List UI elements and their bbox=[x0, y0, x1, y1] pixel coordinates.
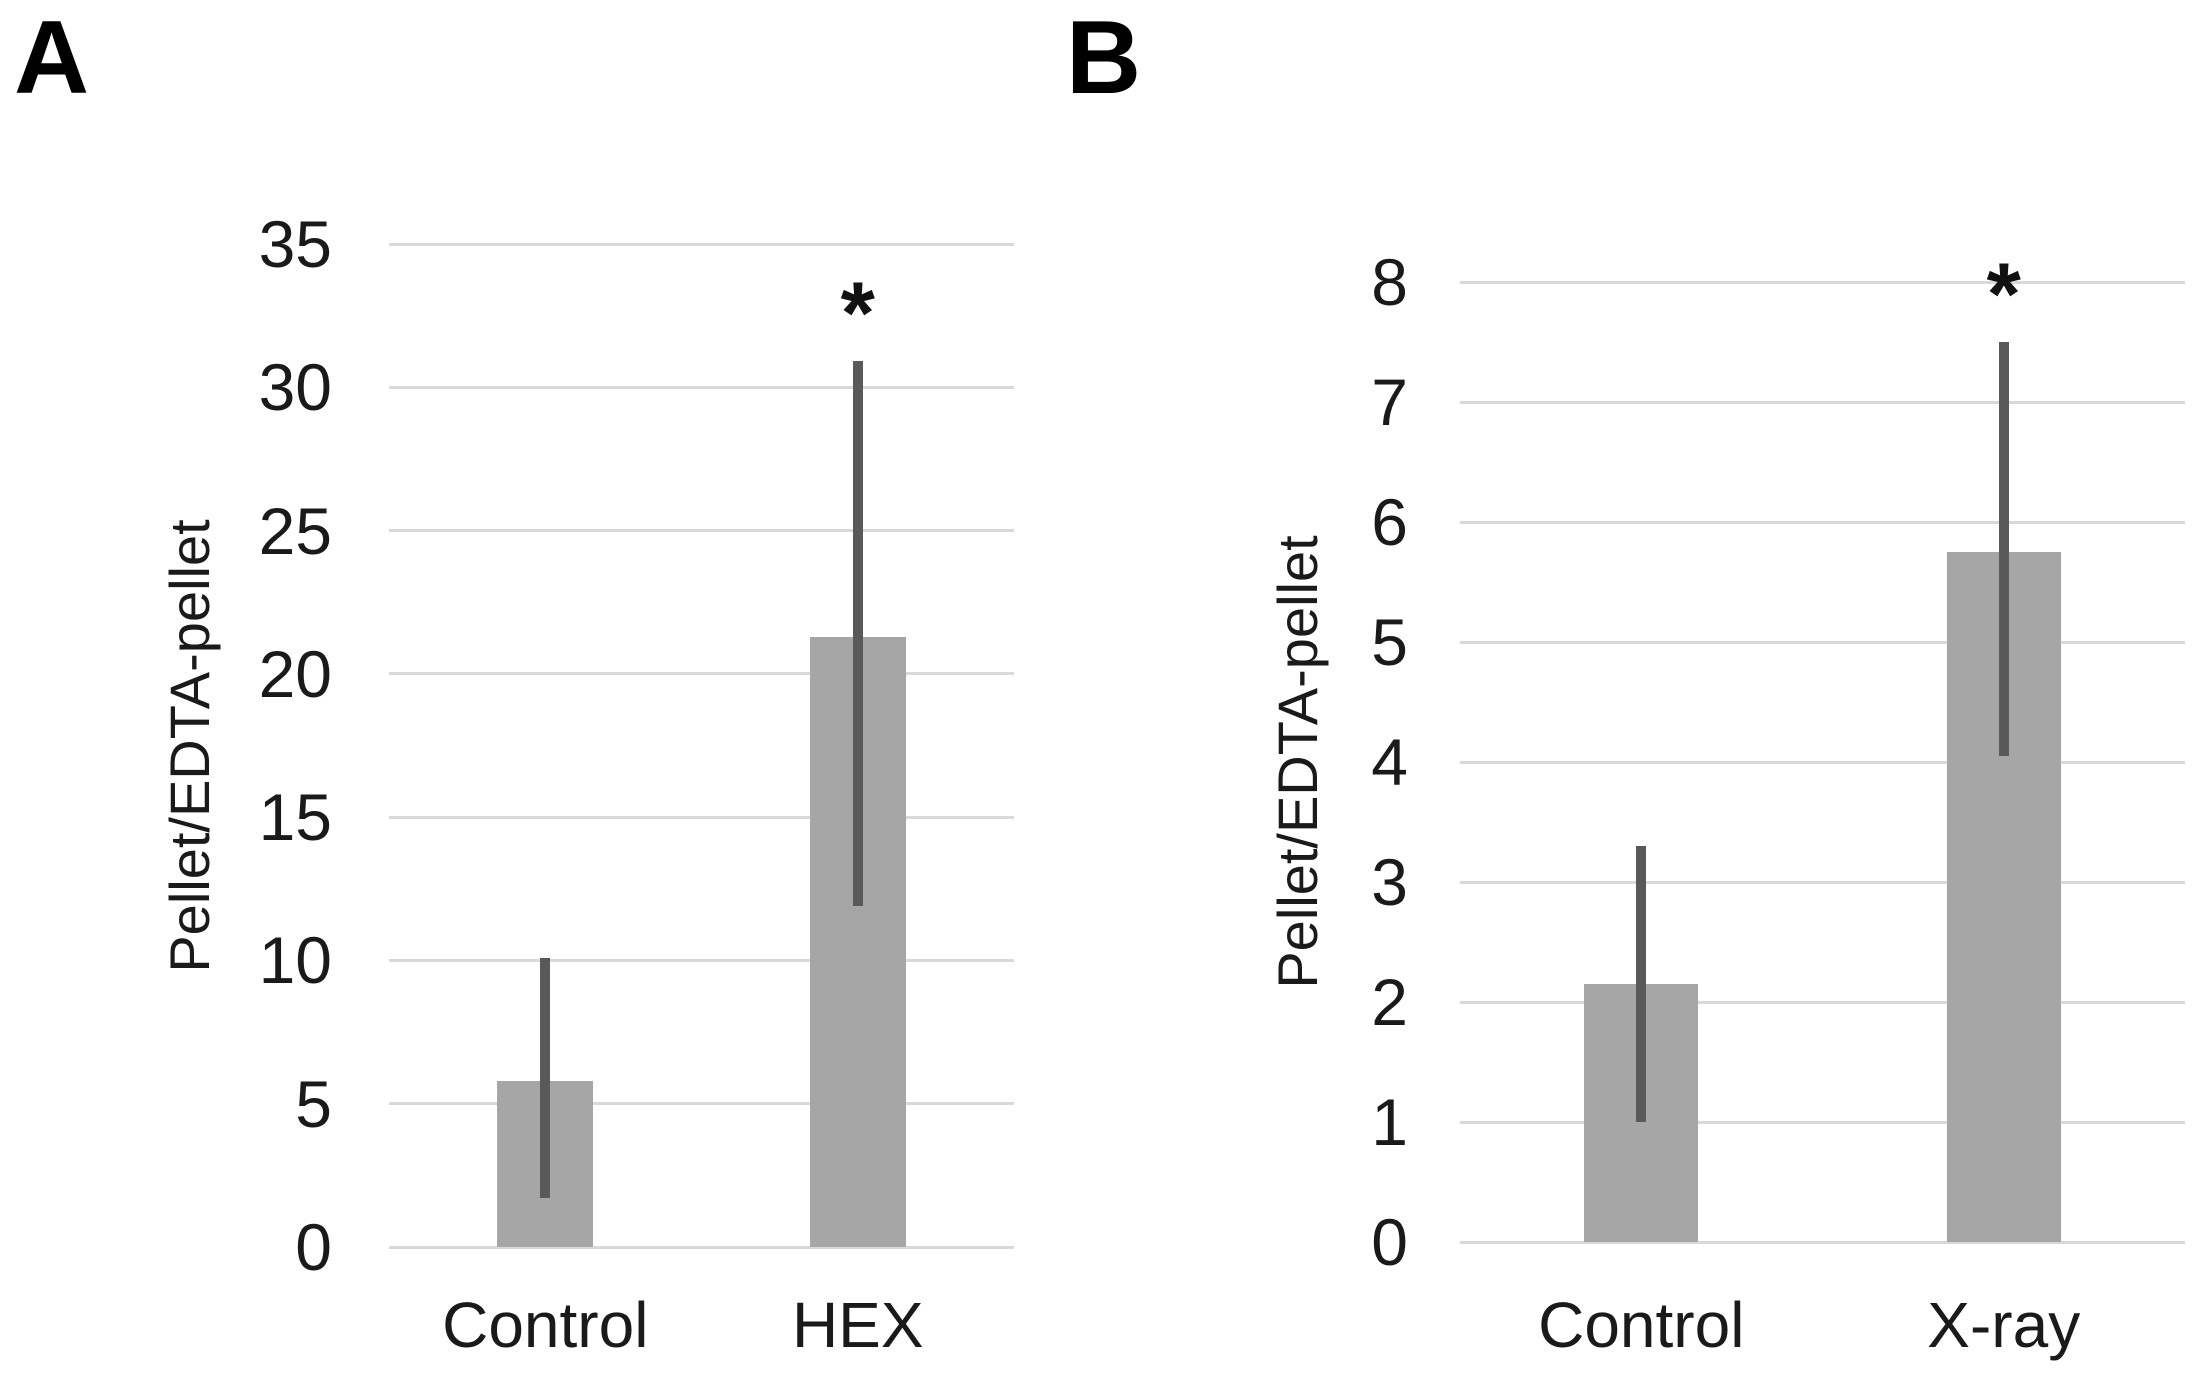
panel-a-error-bar-control bbox=[540, 957, 551, 1199]
panel-b-gridline-y4 bbox=[1460, 760, 2185, 764]
panel-a-error-bar-hex bbox=[852, 361, 863, 906]
panel-a-gridline-y20 bbox=[389, 672, 1014, 676]
panel-a-gridline-y0 bbox=[389, 1245, 1014, 1249]
panel-a-y-tick-label: 0 bbox=[295, 1210, 332, 1284]
panel-b-gridline-y7 bbox=[1460, 400, 2185, 404]
panel-a-y-tick-label: 30 bbox=[258, 350, 332, 425]
panel-a-y-tick-label: 35 bbox=[258, 207, 332, 281]
panel-b-gridline-y8 bbox=[1460, 280, 2185, 284]
panel-a-y-tick-label: 10 bbox=[258, 923, 332, 998]
panel-b-y-tick-label: 0 bbox=[1371, 1205, 1408, 1279]
panel-a-x-tick-label-control: Control bbox=[442, 1289, 649, 1361]
panel-b-gridline-y1 bbox=[1460, 1120, 2185, 1124]
panel-a-y-axis-title: Pellet/EDTA-pellet bbox=[158, 519, 221, 973]
panel-b-y-tick-label: 2 bbox=[1371, 965, 1408, 1039]
panel-a-label: A bbox=[14, 0, 90, 116]
panel-b-y-tick-label: 8 bbox=[1371, 245, 1408, 319]
panel-a-y-tick-label: 5 bbox=[295, 1066, 332, 1141]
panel-b-error-bar-x-ray bbox=[1998, 342, 2009, 756]
panel-b-x-tick-label-control: Control bbox=[1538, 1289, 1745, 1361]
panel-b-y-tick-label: 7 bbox=[1371, 365, 1408, 439]
panel-b-gridline-y5 bbox=[1460, 640, 2185, 644]
panel-b-y-tick-label: 3 bbox=[1371, 845, 1408, 919]
panel-a-gridline-y15 bbox=[389, 815, 1014, 819]
panel-a-gridline-y10 bbox=[389, 958, 1014, 962]
panel-b-label: B bbox=[1066, 0, 1142, 116]
panel-a-x-tick-label-hex: HEX bbox=[791, 1289, 924, 1361]
panel-a-gridline-y5 bbox=[389, 1102, 1014, 1106]
panel-a-y-tick-label: 20 bbox=[258, 636, 332, 711]
panel-b-gridline-y0 bbox=[1460, 1240, 2185, 1244]
panel-b-error-bar-control bbox=[1636, 846, 1647, 1122]
panel-a-gridline-y35 bbox=[389, 242, 1014, 246]
panel-b-y-tick-label: 1 bbox=[1371, 1085, 1408, 1159]
panel-b-x-tick-label-x-ray: X-ray bbox=[1927, 1289, 2081, 1361]
panel-a-significance-asterisk: * bbox=[840, 263, 875, 363]
panel-b-gridline-y6 bbox=[1460, 520, 2185, 524]
panel-a-y-tick-label: 15 bbox=[258, 780, 332, 855]
panel-b-y-tick-label: 5 bbox=[1371, 605, 1408, 679]
panel-b-significance-asterisk: * bbox=[1986, 244, 2021, 343]
panel-b-gridline-y3 bbox=[1460, 880, 2185, 884]
panel-a-gridline-y25 bbox=[389, 529, 1014, 533]
panel-b-gridline-y2 bbox=[1460, 1000, 2185, 1004]
panel-b-y-tick-label: 4 bbox=[1371, 725, 1408, 799]
panel-a-gridline-y30 bbox=[389, 385, 1014, 389]
panel-a-y-tick-label: 25 bbox=[258, 493, 332, 568]
panel-b-y-tick-label: 6 bbox=[1371, 485, 1408, 559]
